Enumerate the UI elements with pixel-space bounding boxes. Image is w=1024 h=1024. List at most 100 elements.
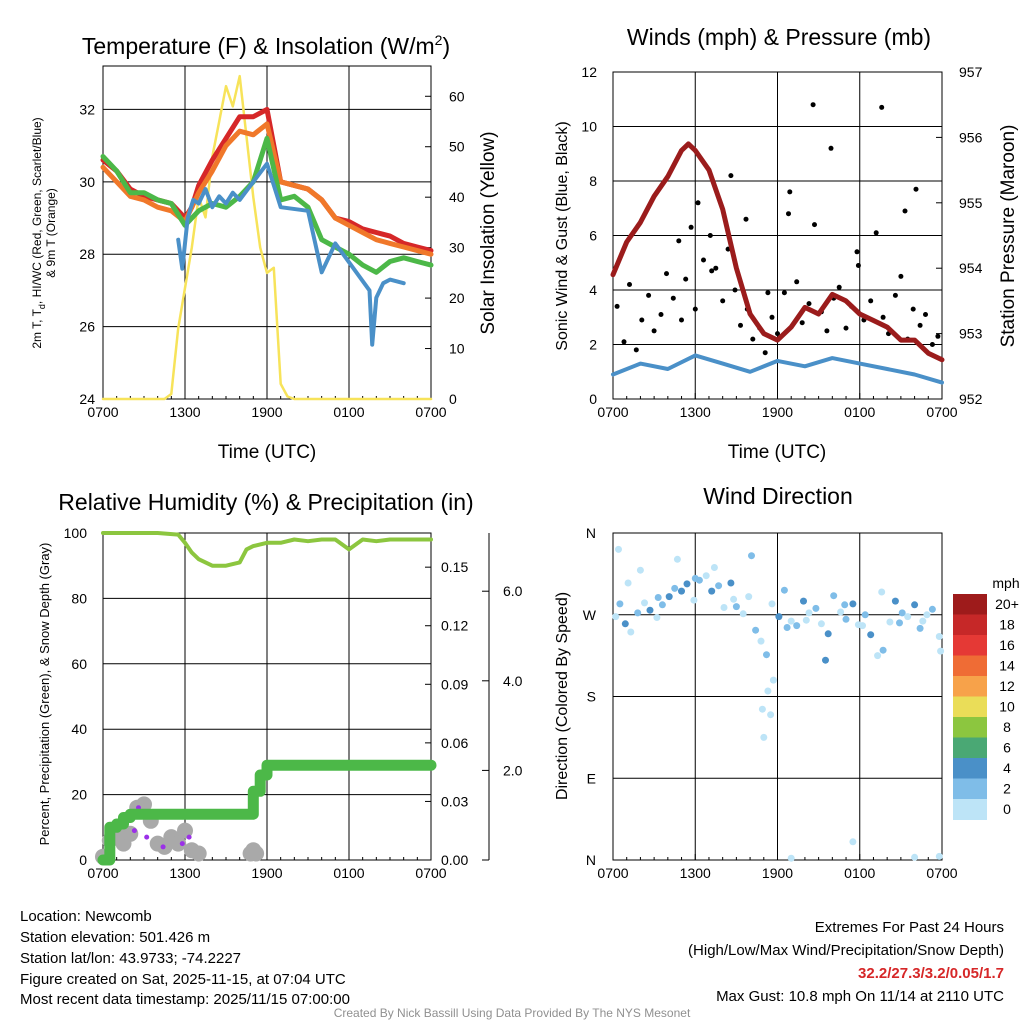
direction-point bbox=[634, 609, 642, 617]
temp-y2-tick-label: 50 bbox=[449, 139, 465, 155]
direction-y-axis-label: Direction (Colored By Speed) bbox=[554, 592, 571, 800]
heat-index-line bbox=[176, 161, 406, 347]
direction-point bbox=[627, 628, 635, 636]
direction-point bbox=[861, 611, 869, 619]
wind-y-tick-label: 12 bbox=[581, 64, 597, 80]
gust-point bbox=[769, 314, 775, 320]
direction-point bbox=[763, 651, 770, 659]
station-latlon: Station lat/lon: 43.9733; -74.2227 bbox=[20, 950, 242, 967]
gust-point bbox=[868, 298, 874, 304]
gust-point bbox=[750, 336, 756, 342]
gust-point bbox=[720, 298, 726, 304]
gust-point bbox=[738, 322, 743, 328]
rh-y-tick-label: 40 bbox=[71, 721, 87, 737]
station-location: Location: Newcomb bbox=[20, 908, 152, 925]
colorbar-swatch bbox=[953, 737, 987, 759]
gust-point bbox=[935, 333, 941, 339]
temp-x-axis-label: Time (UTC) bbox=[218, 442, 317, 463]
direction-point bbox=[636, 566, 644, 574]
pressure-y2-tick-label: 953 bbox=[959, 326, 983, 342]
direction-point bbox=[859, 622, 866, 630]
pressure-y2-tick-label: 957 bbox=[959, 64, 983, 80]
temp-y2-tick-label: 20 bbox=[449, 290, 465, 306]
colorbar-swatch bbox=[953, 799, 987, 820]
direction-point bbox=[730, 595, 738, 603]
precip-trace-point bbox=[179, 841, 185, 847]
direction-point bbox=[904, 613, 912, 621]
wind-y-axis-label: Sonic Wind & Gust (Blue, Black) bbox=[554, 121, 571, 350]
direction-point bbox=[653, 614, 661, 621]
solar-y2-axis-label: Solar Insolation (Yellow) bbox=[478, 131, 499, 334]
direction-point bbox=[812, 604, 820, 612]
pressure-y2-tick-label: 952 bbox=[959, 391, 983, 407]
gust-point bbox=[810, 102, 816, 108]
temp-y-axis-label-2: & 9m T (Orange) bbox=[44, 188, 58, 278]
colorbar-swatch bbox=[953, 594, 987, 615]
precip-y2-tick-label: 0.15 bbox=[441, 559, 468, 575]
direction-point bbox=[822, 656, 829, 664]
direction-point bbox=[916, 624, 924, 632]
direction-point bbox=[911, 601, 919, 609]
direction-point bbox=[767, 711, 775, 719]
rh-x-tick-label: 0700 bbox=[87, 865, 118, 881]
colorbar-swatch bbox=[953, 778, 987, 800]
temp-y-tick-label: 30 bbox=[79, 174, 95, 190]
direction-point bbox=[708, 587, 716, 595]
direction-point bbox=[658, 601, 666, 609]
direction-x-tick-label: 0100 bbox=[844, 865, 875, 881]
credit-line: Created By Nick Bassill Using Data Provi… bbox=[333, 1006, 691, 1020]
direction-point bbox=[624, 579, 632, 587]
colorbar-label: 0 bbox=[1003, 801, 1011, 817]
temp-y2-tick-label: 0 bbox=[449, 391, 457, 407]
direction-point bbox=[879, 646, 887, 654]
colorbar-label: 16 bbox=[999, 637, 1015, 653]
direction-point bbox=[646, 606, 654, 614]
rh-y-tick-label: 20 bbox=[71, 787, 87, 803]
direction-y-tick-label: E bbox=[587, 770, 596, 786]
precip-y2-tick-label: 0.00 bbox=[441, 852, 468, 868]
direction-point bbox=[690, 596, 698, 604]
snow-depth-point bbox=[170, 835, 187, 852]
extremes-legend: (High/Low/Max Wind/Precipitation/Snow De… bbox=[688, 942, 1004, 959]
station-elevation: Station elevation: 501.426 m bbox=[20, 929, 211, 946]
gust-point bbox=[713, 265, 719, 271]
gust-point bbox=[646, 292, 652, 298]
snow-y3-tick-label: 2.0 bbox=[503, 762, 523, 778]
gust-point bbox=[929, 342, 935, 347]
pressure-y2-axis-label: Station Pressure (Maroon) bbox=[998, 125, 1019, 348]
rh-x-tick-label: 1900 bbox=[251, 865, 282, 881]
precip-y2-tick-label: 0.03 bbox=[441, 793, 468, 809]
gust-point bbox=[683, 276, 689, 282]
direction-y-tick-label: W bbox=[583, 607, 597, 623]
temp-x-tick-label: 0700 bbox=[415, 404, 446, 420]
direction-point bbox=[849, 600, 857, 608]
wind-y-tick-label: 2 bbox=[589, 337, 597, 353]
direction-point bbox=[800, 597, 807, 605]
gust-point bbox=[670, 295, 676, 301]
temp-y-tick-label: 24 bbox=[79, 391, 95, 407]
direction-point bbox=[673, 555, 681, 563]
direction-point bbox=[691, 574, 699, 582]
gust-point bbox=[917, 322, 923, 328]
gust-point bbox=[880, 314, 886, 320]
precip-y2-tick-label: 0.12 bbox=[441, 618, 468, 634]
direction-point bbox=[748, 552, 755, 560]
colorbar-label: 20+ bbox=[995, 596, 1019, 612]
snow-y3-tick-label: 6.0 bbox=[503, 583, 523, 599]
gust-point bbox=[799, 320, 805, 326]
precip-trace-point bbox=[131, 828, 137, 834]
direction-point bbox=[732, 603, 740, 611]
direction-point bbox=[891, 597, 899, 605]
wind-x-tick-label: 0100 bbox=[844, 404, 875, 420]
wind-y-tick-label: 6 bbox=[589, 228, 597, 244]
temp-y2-tick-label: 10 bbox=[449, 341, 465, 357]
gust-point bbox=[781, 290, 787, 296]
gust-point bbox=[775, 331, 780, 337]
wind-x-tick-label: 0700 bbox=[597, 404, 628, 420]
relative-humidity-line bbox=[101, 531, 433, 568]
direction-point bbox=[702, 572, 710, 580]
ylabel-subscript: d bbox=[37, 304, 47, 309]
direction-point bbox=[678, 587, 685, 595]
direction-point bbox=[757, 637, 765, 645]
